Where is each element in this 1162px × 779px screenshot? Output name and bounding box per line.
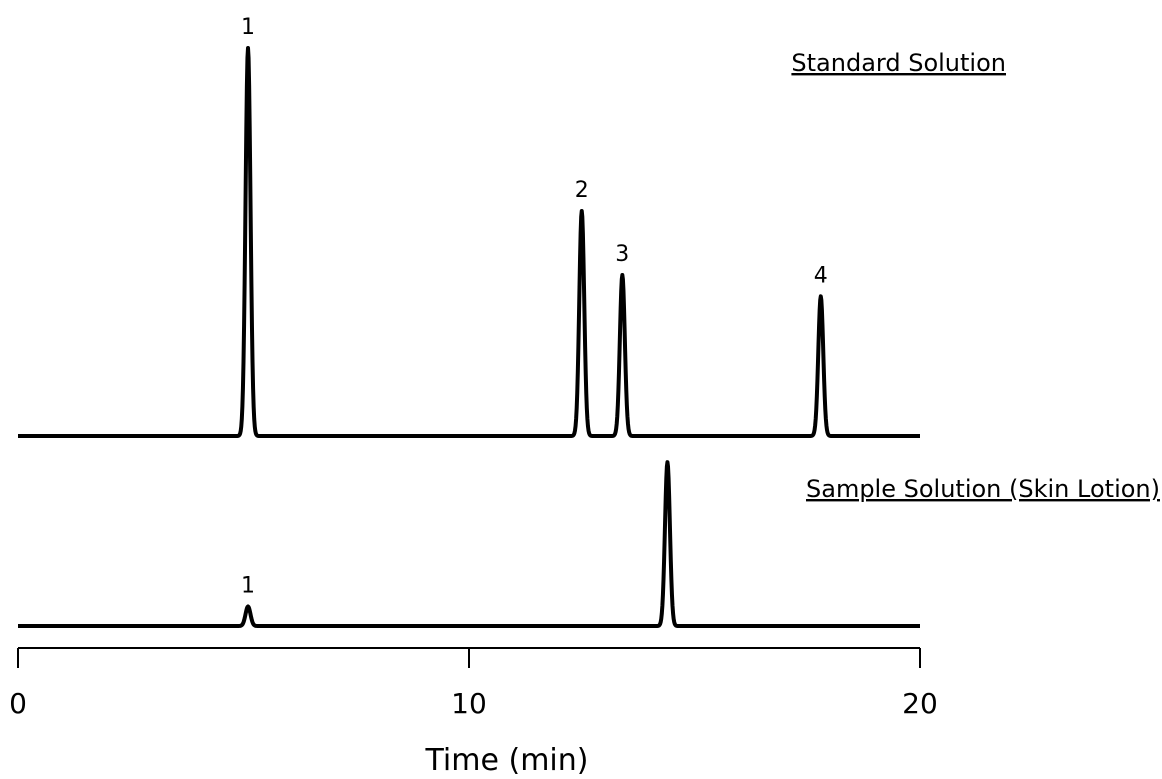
- trace-line-1: [16, 46, 922, 438]
- x-axis-title: Time (min): [425, 743, 589, 778]
- trace-name-2: Sample Solution (Skin Lotion): [806, 475, 1160, 503]
- peak-label-1-2: 2: [575, 178, 589, 203]
- x-tick-label-0: 0: [9, 687, 27, 720]
- peak-label-2-1: 1: [241, 574, 255, 599]
- peak-label-1-1: 1: [241, 15, 255, 40]
- x-tick-label-10: 10: [451, 687, 487, 720]
- trace-name-1: Standard Solution: [791, 49, 1006, 77]
- peak-label-1-4: 4: [814, 263, 828, 288]
- x-tick-label-20: 20: [902, 687, 938, 720]
- traces-group: Standard Solution 1 2 3 4 Sample Solution (Sk…: [16, 15, 1160, 628]
- trace-line-2: [16, 460, 922, 628]
- trace-2: Sample Solution (Skin Lotion) 1: [16, 460, 1160, 628]
- trace-1: Standard Solution 1 2 3 4: [16, 15, 1006, 438]
- peak-label-1-3: 3: [615, 242, 629, 267]
- time-axis: 0 10 20: [9, 647, 938, 720]
